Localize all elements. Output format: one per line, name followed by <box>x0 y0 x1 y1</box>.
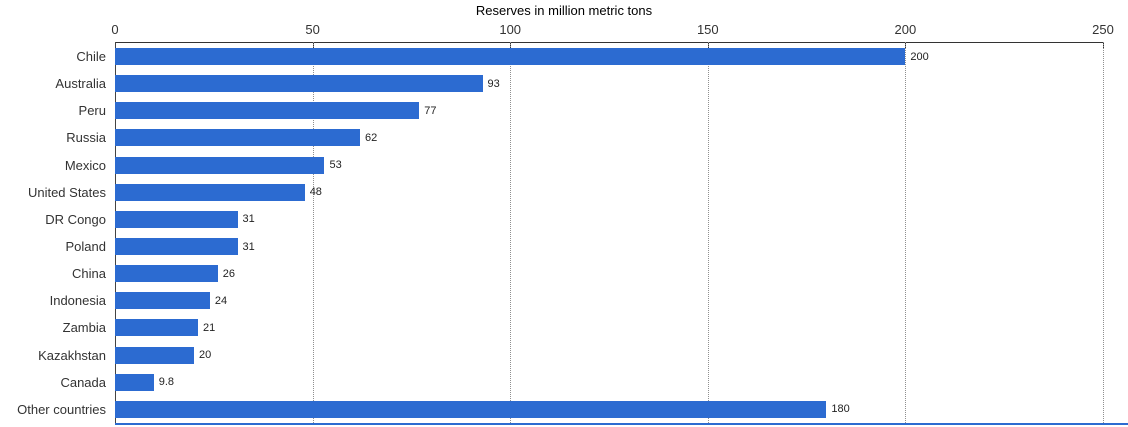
category-label: Peru <box>78 103 106 119</box>
value-label: 31 <box>242 240 255 253</box>
value-label: 31 <box>242 213 255 226</box>
bar-area: 93 <box>115 70 1103 97</box>
bar-row: Peru 77 <box>0 97 1103 124</box>
x-tick-label: 200 <box>894 22 917 37</box>
category-label: Poland <box>65 239 106 255</box>
bar[interactable] <box>115 129 361 147</box>
value-label: 53 <box>329 159 342 172</box>
chart-title: Reserves in million metric tons <box>475 3 653 18</box>
bar[interactable] <box>115 265 218 283</box>
category-label: China <box>72 266 106 282</box>
bar[interactable] <box>115 210 238 228</box>
value-label: 48 <box>309 186 322 199</box>
value-label: 26 <box>222 267 235 280</box>
value-label: 77 <box>424 104 437 117</box>
bar[interactable] <box>115 400 827 418</box>
value-label: 93 <box>487 77 500 90</box>
value-label: 21 <box>202 321 216 334</box>
x-tick-label: 0 <box>111 22 119 37</box>
x-tick-label: 50 <box>305 22 320 37</box>
value-label: 9.8 <box>158 376 175 389</box>
bar[interactable] <box>115 373 154 391</box>
bar-row: United States 48 <box>0 179 1103 206</box>
x-tick-mark <box>1103 43 1104 48</box>
bar[interactable] <box>115 156 325 174</box>
x-axis-tick-labels: 0 50 100 150 200 250 <box>111 22 1113 38</box>
bar-area: 31 <box>115 233 1103 260</box>
bar-row: Canada 9.8 <box>0 369 1103 396</box>
category-label: Kazakhstan <box>38 347 106 363</box>
bar-row: Mexico 53 <box>0 152 1103 179</box>
value-label: 180 <box>831 403 850 416</box>
bar-area: 180 <box>115 396 1103 423</box>
bar-area: 24 <box>115 287 1103 314</box>
value-label: 24 <box>214 294 228 307</box>
bar-rows: Chile 200 Australia 93 Peru 77 Russia 62 Mexico 5… <box>0 43 1103 423</box>
value-label: 200 <box>910 50 929 63</box>
bar-area: 62 <box>115 124 1103 151</box>
chart-baseline <box>115 423 1128 425</box>
category-label: United States <box>27 184 106 200</box>
bar[interactable] <box>115 346 195 364</box>
bar-area: 21 <box>115 314 1103 341</box>
category-label: Australia <box>55 76 106 92</box>
bar[interactable] <box>115 48 906 66</box>
bar-area: 48 <box>115 179 1103 206</box>
bar-area: 26 <box>115 260 1103 287</box>
bar-row: China 26 <box>0 260 1103 287</box>
bar-area: 20 <box>115 342 1103 369</box>
value-label: 20 <box>199 349 212 362</box>
bar[interactable] <box>115 319 198 337</box>
bar[interactable] <box>115 238 238 256</box>
value-label: 62 <box>365 131 378 144</box>
bar-row: Indonesia 24 <box>0 287 1103 314</box>
bar-area: 31 <box>115 206 1103 233</box>
x-tick-label: 150 <box>696 22 719 37</box>
category-label: Other countries <box>17 401 106 417</box>
bar[interactable] <box>115 102 420 120</box>
bar-row: DR Congo 31 <box>0 206 1103 233</box>
category-label: Russia <box>66 130 106 146</box>
bar-area: 200 <box>115 43 1103 70</box>
category-label: Indonesia <box>49 293 106 309</box>
bar-row: Russia 62 <box>0 124 1103 151</box>
bar-row: Zambia 21 <box>0 314 1103 341</box>
gridline <box>1103 42 1104 423</box>
category-label: Canada <box>60 374 106 390</box>
bar[interactable] <box>115 183 305 201</box>
category-label: Zambia <box>62 320 106 336</box>
x-tick-label: 250 <box>1092 22 1114 37</box>
category-label: Chile <box>76 49 106 65</box>
category-label: DR Congo <box>45 211 106 227</box>
category-label: Mexico <box>64 157 106 173</box>
bar-area: 77 <box>115 97 1103 124</box>
bar-row: Kazakhstan 20 <box>0 342 1103 369</box>
bar-row: Other countries 180 <box>0 396 1103 423</box>
bar-row: Poland 31 <box>0 233 1103 260</box>
bar[interactable] <box>115 75 483 93</box>
bar-area: 9.8 <box>115 369 1103 396</box>
bar-row: Australia 93 <box>0 70 1103 97</box>
bar-area: 53 <box>115 152 1103 179</box>
bar[interactable] <box>115 292 210 310</box>
bar-row: Chile 200 <box>0 43 1103 70</box>
x-tick-label: 100 <box>499 22 522 37</box>
